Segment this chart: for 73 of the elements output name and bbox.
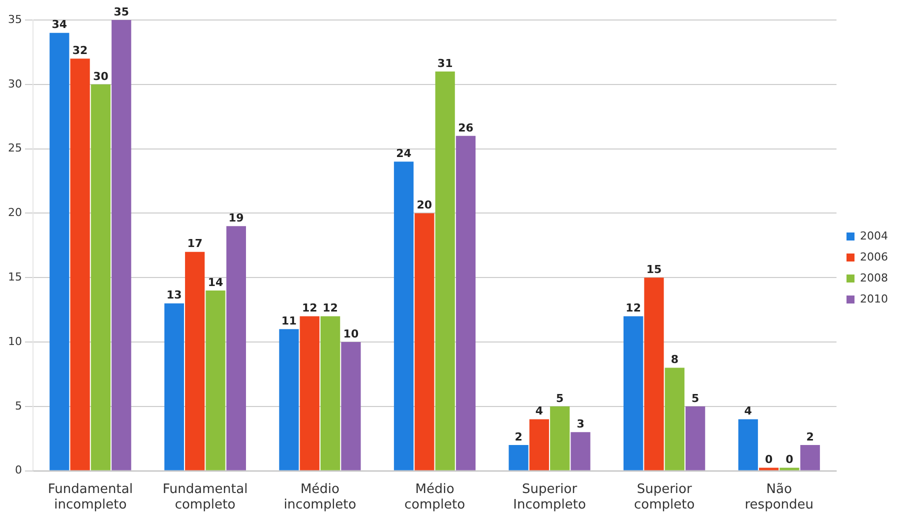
bar bbox=[664, 368, 684, 470]
bar bbox=[738, 419, 758, 470]
bar bbox=[320, 316, 340, 470]
bar bbox=[456, 136, 476, 470]
x-tick-label: Não respondeu bbox=[744, 482, 814, 513]
data-label: 0 bbox=[786, 453, 794, 466]
x-tick-label: Superior Incompleto bbox=[513, 482, 586, 513]
data-label: 3 bbox=[576, 418, 584, 431]
data-label: 13 bbox=[166, 288, 182, 302]
data-label: 4 bbox=[535, 404, 544, 418]
data-label: 8 bbox=[670, 353, 678, 366]
bar bbox=[508, 445, 528, 470]
data-label: 31 bbox=[437, 56, 453, 70]
x-tick-label: Fundamental completo bbox=[162, 482, 248, 513]
data-label: 14 bbox=[208, 276, 224, 289]
data-label: 19 bbox=[228, 211, 244, 224]
bar bbox=[50, 32, 70, 470]
data-label: 12 bbox=[302, 302, 318, 315]
data-label: 12 bbox=[322, 302, 338, 315]
bar bbox=[185, 252, 205, 470]
y-tick-label: 25 bbox=[8, 142, 22, 155]
x-tick-label: Médio completo bbox=[404, 482, 466, 513]
y-tick-label: 10 bbox=[8, 334, 22, 348]
data-label: 0 bbox=[764, 453, 773, 466]
data-label: 2 bbox=[514, 430, 522, 444]
bar bbox=[529, 419, 550, 470]
data-label: 26 bbox=[458, 121, 474, 134]
bar bbox=[341, 342, 361, 470]
bar bbox=[164, 303, 184, 470]
x-tick-label: Médio incompleto bbox=[284, 482, 356, 513]
data-label: 20 bbox=[416, 198, 432, 212]
bar bbox=[414, 213, 434, 470]
data-label: 5 bbox=[556, 392, 564, 405]
data-label: 17 bbox=[187, 237, 203, 250]
bar bbox=[300, 316, 320, 470]
legend-label: 2004 bbox=[860, 229, 888, 242]
bar bbox=[206, 290, 226, 470]
data-label: 12 bbox=[626, 302, 641, 315]
data-label: 5 bbox=[691, 392, 700, 405]
bar bbox=[90, 84, 111, 470]
y-tick-label: 30 bbox=[8, 77, 22, 90]
y-tick-label: 5 bbox=[14, 399, 22, 412]
bar bbox=[279, 329, 299, 470]
data-label: 30 bbox=[93, 70, 109, 83]
bar bbox=[800, 445, 820, 470]
data-label: 32 bbox=[72, 44, 88, 57]
data-label: 15 bbox=[646, 262, 662, 276]
bar bbox=[686, 406, 706, 470]
bar bbox=[112, 20, 132, 470]
data-label: 35 bbox=[114, 5, 130, 18]
legend-label: 2006 bbox=[860, 250, 888, 264]
bar bbox=[644, 278, 664, 470]
bar bbox=[570, 432, 590, 470]
legend-label: 2010 bbox=[860, 292, 888, 306]
bar bbox=[624, 316, 644, 470]
y-tick-label: 35 bbox=[8, 12, 22, 26]
bar bbox=[394, 162, 414, 470]
data-label: 11 bbox=[281, 314, 297, 328]
data-label: 24 bbox=[396, 147, 412, 160]
y-tick-label: 0 bbox=[14, 464, 22, 477]
data-label: 10 bbox=[343, 327, 359, 340]
data-label: 2 bbox=[806, 430, 814, 444]
legend-label: 2008 bbox=[860, 271, 888, 284]
x-tick-label: Fundamental incompleto bbox=[48, 482, 133, 513]
data-label: 4 bbox=[744, 404, 752, 418]
bar bbox=[435, 72, 455, 470]
y-tick-label: 20 bbox=[8, 206, 22, 220]
bar bbox=[550, 406, 570, 470]
x-tick-label: Superior completo bbox=[634, 482, 695, 513]
data-label: 34 bbox=[52, 18, 68, 32]
bar bbox=[226, 226, 246, 470]
y-tick-label: 15 bbox=[8, 270, 22, 284]
bar bbox=[70, 58, 90, 470]
